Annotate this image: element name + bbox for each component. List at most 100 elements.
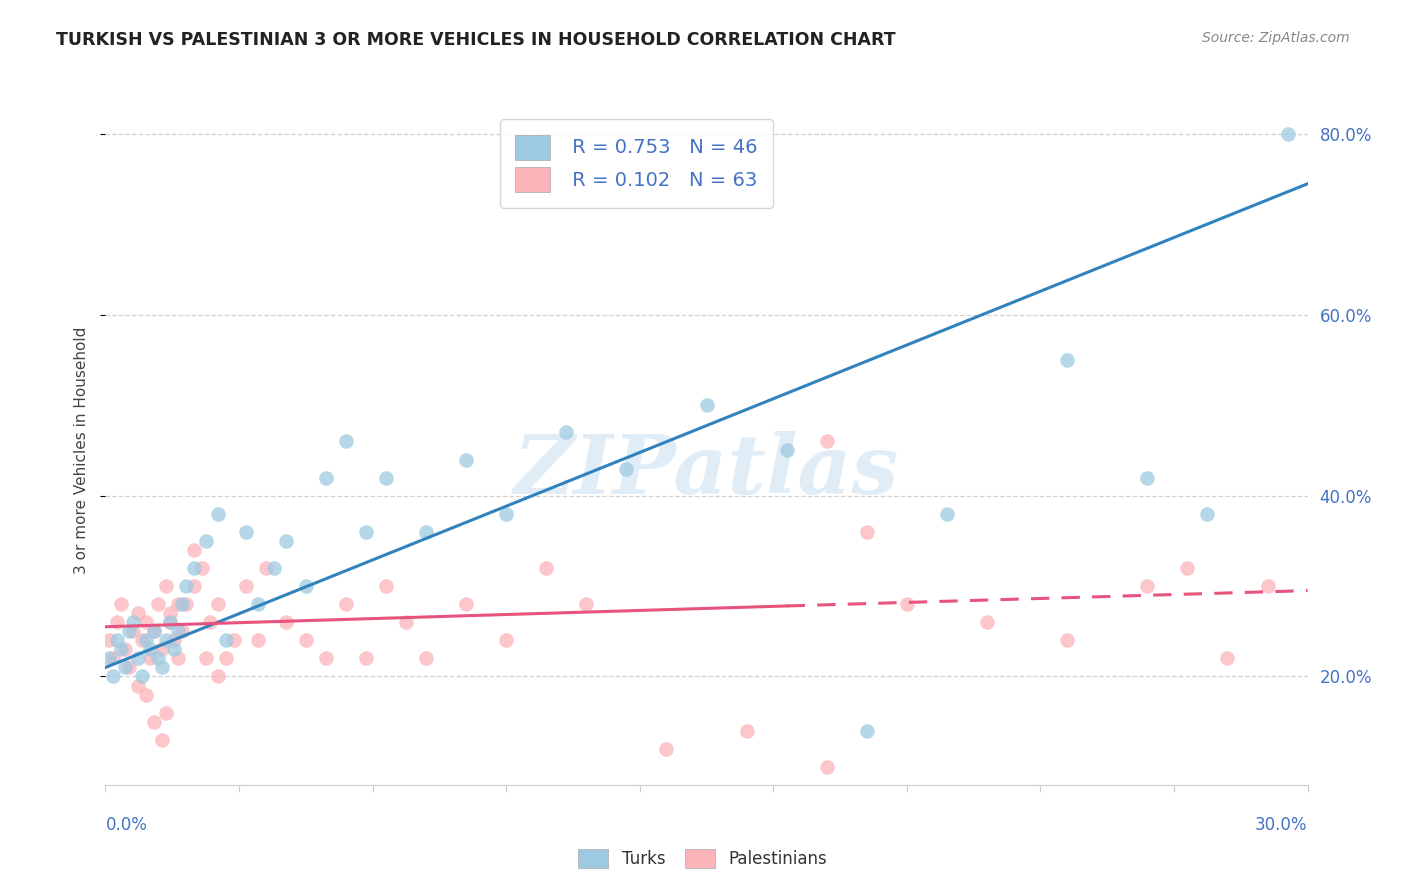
Point	[263, 561, 285, 575]
Point	[98, 651, 121, 665]
Point	[936, 507, 959, 521]
Point	[150, 642, 173, 657]
Point	[555, 425, 578, 440]
Point	[274, 615, 297, 630]
Point	[114, 642, 136, 657]
Point	[896, 597, 918, 611]
Point	[114, 660, 136, 674]
Point	[138, 642, 160, 657]
Point	[183, 542, 205, 557]
Point	[207, 507, 229, 521]
Point	[166, 597, 188, 611]
Point	[166, 624, 188, 639]
Text: Source: ZipAtlas.com: Source: ZipAtlas.com	[1202, 31, 1350, 45]
Point	[1056, 633, 1078, 648]
Point	[235, 524, 257, 539]
Point	[110, 597, 132, 611]
Point	[183, 579, 205, 593]
Point	[135, 688, 157, 702]
Point	[354, 524, 377, 539]
Point	[655, 741, 678, 756]
Point	[170, 597, 193, 611]
Point	[235, 579, 257, 593]
Point	[454, 597, 477, 611]
Point	[815, 434, 838, 449]
Point	[155, 579, 177, 593]
Point	[150, 732, 173, 747]
Point	[1177, 561, 1199, 575]
Point	[142, 624, 165, 639]
Point	[194, 651, 217, 665]
Point	[495, 633, 517, 648]
Point	[246, 597, 269, 611]
Point	[166, 651, 188, 665]
Point	[198, 615, 221, 630]
Point	[174, 579, 197, 593]
Point	[1257, 579, 1279, 593]
Point	[254, 561, 277, 575]
Point	[146, 651, 169, 665]
Point	[246, 633, 269, 648]
Point	[131, 633, 153, 648]
Point	[159, 615, 181, 630]
Point	[118, 660, 141, 674]
Point	[127, 651, 149, 665]
Point	[118, 624, 141, 639]
Point	[696, 398, 718, 412]
Point	[214, 651, 236, 665]
Point	[976, 615, 998, 630]
Text: ZIPatlas: ZIPatlas	[513, 431, 900, 510]
Point	[274, 533, 297, 548]
Point	[183, 561, 205, 575]
Point	[122, 624, 145, 639]
Point	[162, 642, 184, 657]
Point	[335, 597, 357, 611]
Point	[107, 633, 129, 648]
Point	[122, 615, 145, 630]
Point	[214, 633, 236, 648]
Point	[616, 461, 638, 475]
Point	[146, 597, 169, 611]
Point	[1197, 507, 1219, 521]
Y-axis label: 3 or more Vehicles in Household: 3 or more Vehicles in Household	[75, 326, 90, 574]
Point	[103, 651, 125, 665]
Point	[815, 760, 838, 774]
Text: 30.0%: 30.0%	[1256, 816, 1308, 834]
Point	[776, 443, 799, 458]
Point	[395, 615, 418, 630]
Point	[127, 606, 149, 620]
Point	[415, 524, 437, 539]
Point	[110, 642, 132, 657]
Point	[159, 615, 181, 630]
Point	[454, 452, 477, 467]
Point	[170, 624, 193, 639]
Point	[1136, 470, 1159, 484]
Point	[222, 633, 245, 648]
Point	[315, 651, 337, 665]
Point	[495, 507, 517, 521]
Point	[534, 561, 557, 575]
Point	[735, 723, 758, 738]
Legend: Turks, Palestinians: Turks, Palestinians	[572, 842, 834, 875]
Point	[142, 714, 165, 729]
Point	[138, 651, 160, 665]
Point	[135, 615, 157, 630]
Point	[1216, 651, 1239, 665]
Point	[190, 561, 212, 575]
Point	[107, 615, 129, 630]
Point	[207, 669, 229, 683]
Point	[354, 651, 377, 665]
Point	[155, 706, 177, 720]
Text: 0.0%: 0.0%	[105, 816, 148, 834]
Point	[103, 669, 125, 683]
Text: TURKISH VS PALESTINIAN 3 OR MORE VEHICLES IN HOUSEHOLD CORRELATION CHART: TURKISH VS PALESTINIAN 3 OR MORE VEHICLE…	[56, 31, 896, 49]
Point	[1277, 127, 1299, 141]
Legend:  R = 0.753   N = 46,  R = 0.102   N = 63: R = 0.753 N = 46, R = 0.102 N = 63	[501, 119, 773, 208]
Point	[174, 597, 197, 611]
Point	[127, 679, 149, 693]
Point	[415, 651, 437, 665]
Point	[1136, 579, 1159, 593]
Point	[295, 579, 318, 593]
Point	[150, 660, 173, 674]
Point	[855, 524, 877, 539]
